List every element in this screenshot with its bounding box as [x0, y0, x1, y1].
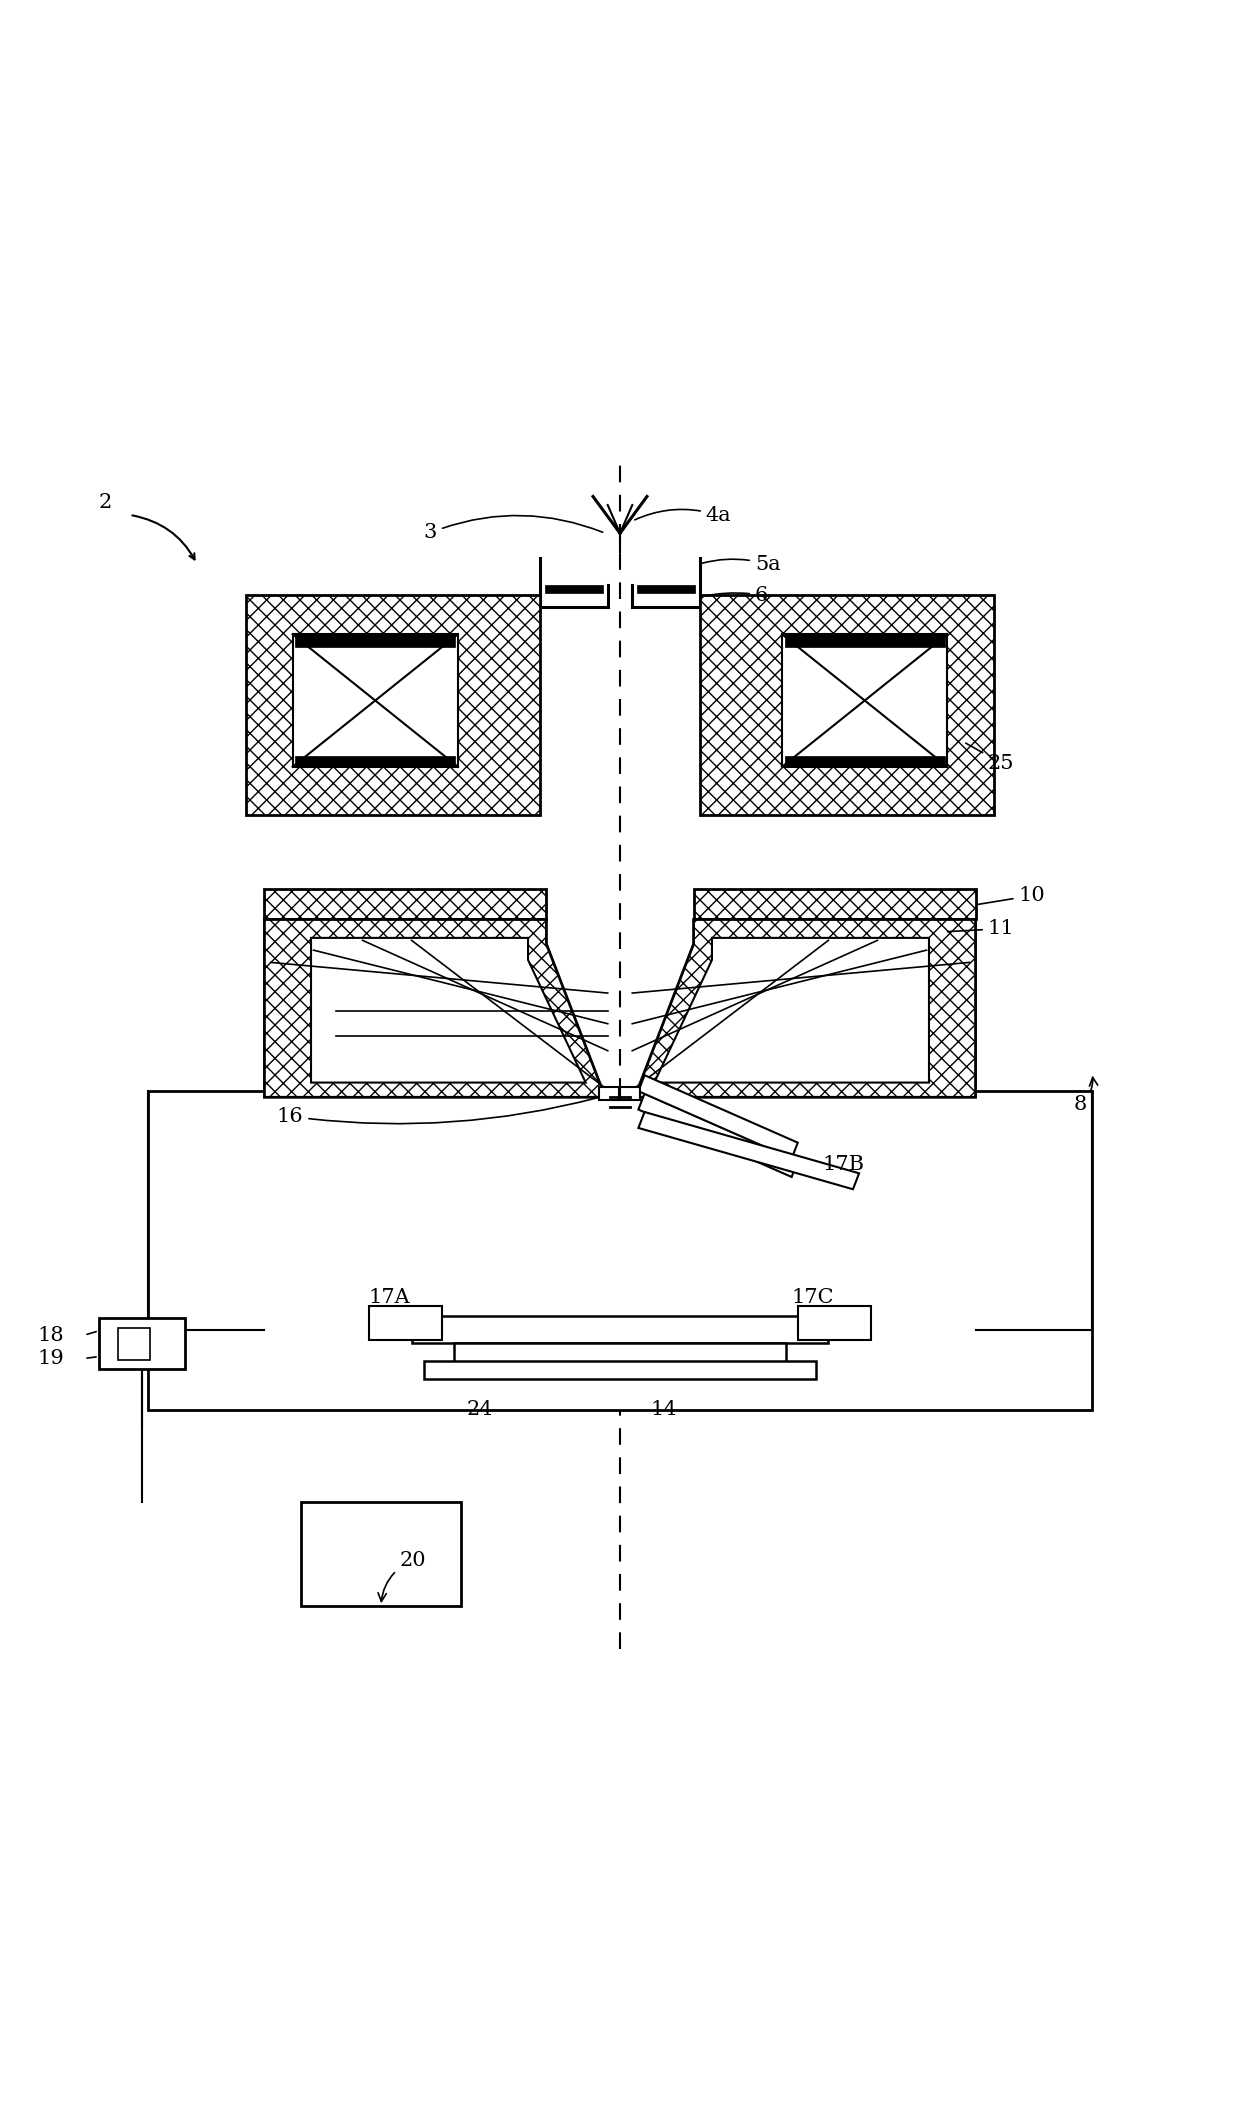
- Text: 17B: 17B: [822, 1156, 864, 1175]
- Bar: [368, 1307, 443, 1340]
- Text: 6: 6: [702, 585, 768, 604]
- Text: 17A: 17A: [368, 1287, 410, 1307]
- Bar: [599, 1088, 619, 1099]
- Text: 24: 24: [466, 1400, 494, 1419]
- Text: 2: 2: [99, 492, 112, 511]
- Polygon shape: [639, 1075, 797, 1158]
- Text: 18: 18: [37, 1326, 64, 1345]
- Polygon shape: [311, 937, 585, 1082]
- Bar: [637, 585, 694, 594]
- Polygon shape: [699, 594, 994, 814]
- Polygon shape: [639, 1111, 859, 1190]
- Polygon shape: [782, 634, 947, 766]
- Polygon shape: [246, 594, 541, 814]
- Bar: [620, 1088, 640, 1099]
- Bar: [797, 1307, 872, 1340]
- Bar: [785, 755, 945, 766]
- Bar: [412, 1315, 828, 1343]
- Text: 16: 16: [277, 1099, 596, 1126]
- Bar: [148, 1090, 1092, 1410]
- Text: 17C: 17C: [791, 1287, 835, 1307]
- Text: 10: 10: [978, 887, 1045, 906]
- Text: 14: 14: [651, 1400, 677, 1419]
- Bar: [301, 1502, 460, 1606]
- Text: 3: 3: [424, 515, 603, 543]
- Polygon shape: [693, 889, 976, 921]
- Bar: [785, 634, 945, 647]
- Polygon shape: [264, 921, 605, 1097]
- Text: 25: 25: [966, 742, 1014, 772]
- Text: 8: 8: [1074, 1077, 1097, 1114]
- Text: 4a: 4a: [635, 507, 732, 526]
- Text: 19: 19: [37, 1349, 64, 1368]
- Text: 5a: 5a: [702, 556, 780, 575]
- Polygon shape: [264, 889, 547, 921]
- Bar: [424, 1362, 816, 1379]
- Bar: [295, 755, 455, 766]
- Bar: [455, 1343, 785, 1364]
- Polygon shape: [635, 921, 976, 1097]
- Bar: [295, 634, 455, 647]
- Bar: [546, 585, 603, 594]
- Bar: [99, 1317, 185, 1370]
- Polygon shape: [293, 634, 458, 766]
- Text: 20: 20: [378, 1550, 425, 1601]
- Text: 11: 11: [947, 918, 1014, 937]
- Bar: [118, 1328, 150, 1360]
- Polygon shape: [655, 937, 929, 1082]
- Polygon shape: [639, 1094, 797, 1177]
